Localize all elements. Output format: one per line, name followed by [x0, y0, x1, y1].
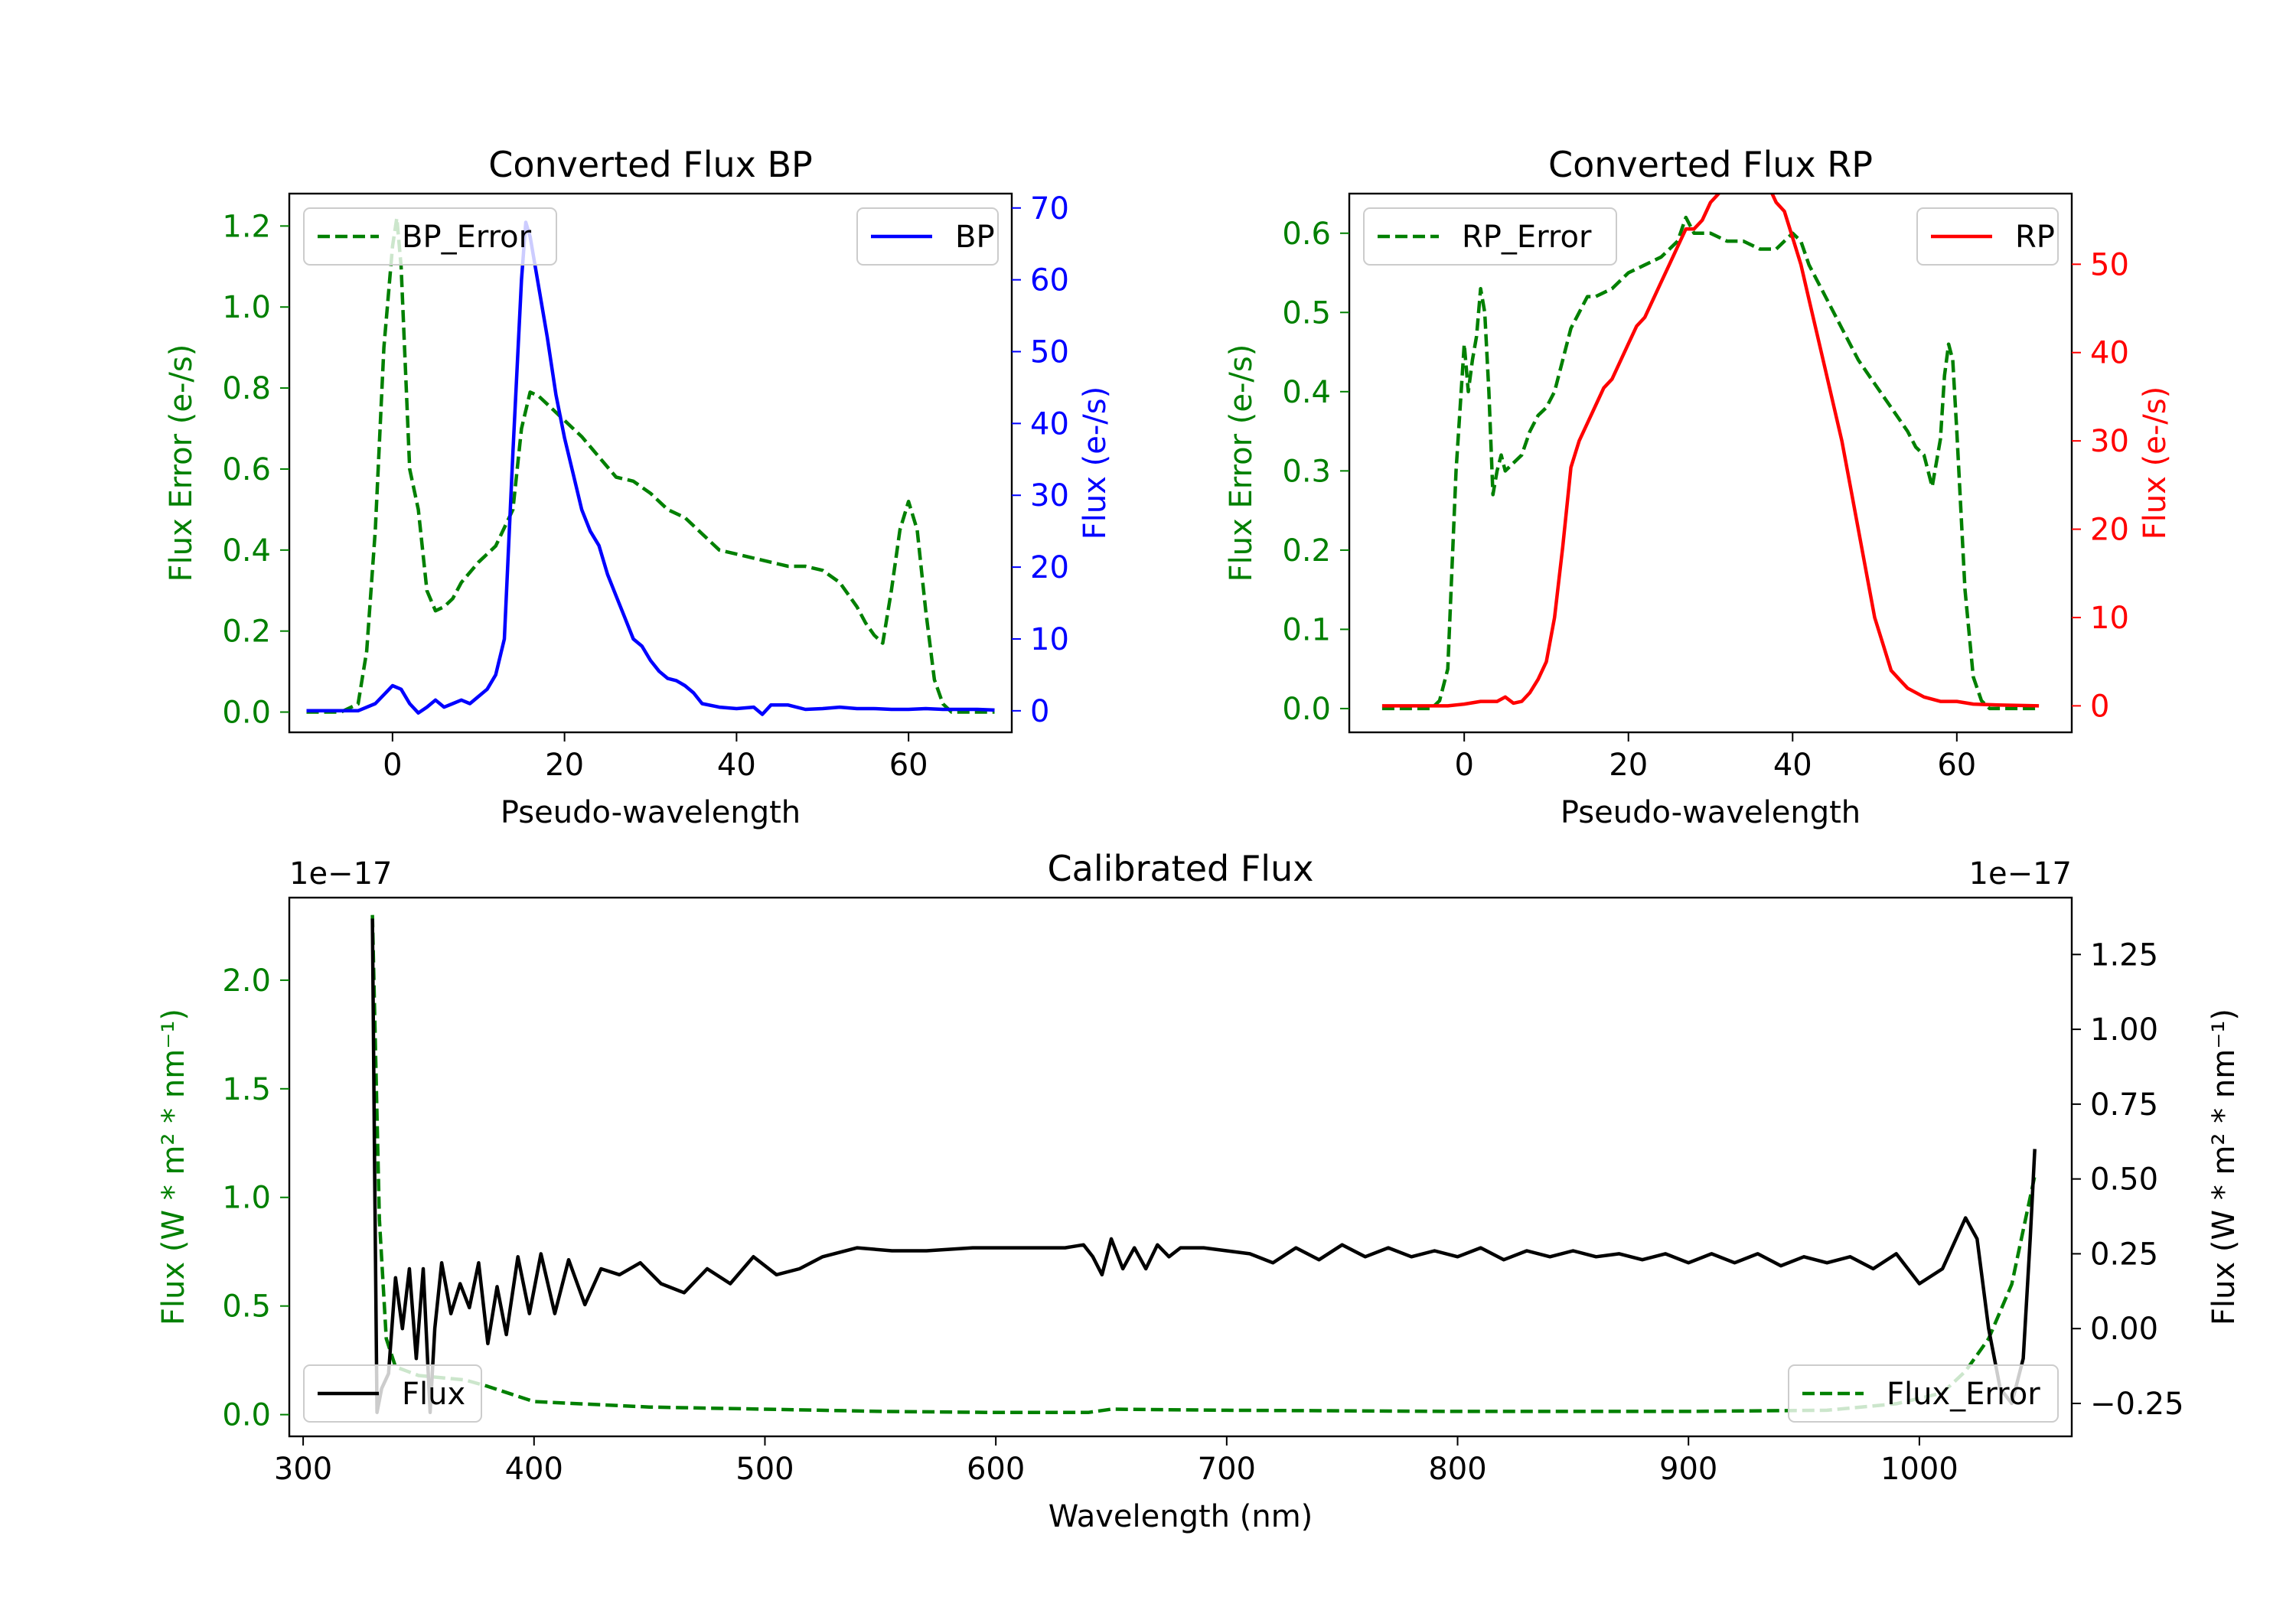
y-left-tick-label: 0.5	[1282, 295, 1331, 331]
x-tick-label: 1000	[1880, 1452, 1958, 1487]
y-left-tick-label: 1.2	[222, 209, 271, 244]
chart-bp: Converted Flux BP 0 20 40 60 Pseudo-wavelengt…	[164, 144, 1113, 830]
y-left-axis-label: Flux Error (e-/s)	[164, 344, 199, 582]
legend-label: Flux	[402, 1377, 465, 1412]
chart-title: Converted Flux BP	[488, 144, 813, 185]
y-left-tick-label: 0.2	[222, 614, 271, 650]
y-right-tick-label: 50	[1030, 335, 1069, 370]
x-tick-label: 300	[274, 1452, 332, 1487]
plot-frame	[288, 192, 1013, 734]
y-left-tick-label: 0.5	[222, 1289, 271, 1325]
y-left-tick-label: 0.4	[222, 533, 271, 569]
x-tick-label: 60	[1937, 748, 1976, 783]
legend-error: RP_Error	[1363, 207, 1617, 266]
y-right-tick-label: 0.75	[2090, 1087, 2158, 1123]
legend-box	[303, 207, 557, 266]
legend-box	[1788, 1364, 2059, 1423]
legend-label: RP	[2015, 220, 2055, 255]
series-bp-line	[306, 220, 995, 716]
y-right-tick-label: 0.25	[2090, 1237, 2158, 1272]
legend-label: Flux_Error	[1887, 1377, 2040, 1412]
y-left-tick-label: 0.6	[222, 452, 271, 487]
x-axis-label: Wavelength (nm)	[1049, 1499, 1313, 1534]
x-tick-label: 0	[383, 748, 402, 783]
series-flux-error-line	[370, 914, 2037, 1415]
y-left-tick-label: 0.4	[1282, 375, 1331, 410]
x-axis-label: Pseudo-wavelength	[501, 795, 801, 830]
y-right-tick-label: 10	[1030, 622, 1069, 657]
y-left-tick-label: 0.0	[1282, 692, 1331, 727]
x-tick-label: 900	[1659, 1452, 1717, 1487]
y-right-tick-label: 40	[2090, 336, 2129, 371]
y-right-tick-label: 70	[1030, 191, 1069, 227]
series-rp-line	[1381, 194, 2040, 708]
y-right-tick-label: 30	[1030, 478, 1069, 513]
legend-flux: Flux	[303, 1364, 482, 1423]
y-right-tick-label: 1.25	[2090, 937, 2158, 973]
x-tick-label: 600	[967, 1452, 1025, 1487]
y-left-tick-label: 2.0	[222, 963, 271, 999]
y-left-offset-label: 1e−17	[289, 856, 392, 892]
y-right-tick-label: 0	[1030, 694, 1049, 729]
legend-box	[303, 1364, 482, 1423]
x-tick-label: 0	[1454, 748, 1473, 783]
y-right-tick-label: 0.50	[2090, 1162, 2158, 1198]
legend-label: BP	[955, 220, 995, 255]
y-left-axis-label: Flux Error (e-/s)	[1224, 344, 1259, 582]
y-left-tick-label: 0.6	[1282, 217, 1331, 252]
x-tick-label: 800	[1428, 1452, 1486, 1487]
x-tick-label: 40	[1773, 748, 1812, 783]
x-tick-label: 500	[735, 1452, 794, 1487]
x-tick-label: 40	[717, 748, 756, 783]
legend-error: BP_Error	[303, 207, 557, 266]
y-right-tick-label: 30	[2090, 424, 2129, 459]
chart-calibrated: Calibrated Flux 300 400 500 600 700 800 900 1000…	[156, 848, 2242, 1534]
y-left-tick-label: 0.1	[1282, 612, 1331, 647]
x-tick-label: 700	[1198, 1452, 1256, 1487]
y-left-tick-label: 0.3	[1282, 454, 1331, 489]
x-axis-label: Pseudo-wavelength	[1561, 795, 1861, 830]
y-right-tick-label: 10	[2090, 601, 2129, 636]
y-right-tick-label: 0.00	[2090, 1312, 2158, 1347]
y-right-axis-label: Flux (e-/s)	[2138, 386, 2173, 539]
y-right-tick-label: 1.00	[2090, 1012, 2158, 1048]
series-bp-error-line	[306, 216, 995, 714]
chart-title: Calibrated Flux	[1048, 848, 1314, 889]
x-tick-label: 20	[1609, 748, 1648, 783]
x-tick-label: 60	[889, 748, 928, 783]
x-tick-label: 20	[545, 748, 584, 783]
series-rp-error-line	[1381, 215, 2040, 711]
y-right-tick-label: 20	[1030, 550, 1069, 585]
y-right-tick-label: 50	[2090, 247, 2129, 282]
legend-label: BP_Error	[402, 220, 532, 255]
legend-label: RP_Error	[1462, 220, 1592, 255]
y-left-tick-label: 0.2	[1282, 533, 1331, 569]
chart-rp: Converted Flux RP 0 20 40 60 Pseudo-wavelengt…	[1224, 144, 2173, 830]
y-right-tick-label: 0	[2090, 689, 2109, 724]
legend-flux: RP	[1916, 207, 2059, 266]
y-left-tick-label: 1.5	[222, 1072, 271, 1107]
plot-frame	[288, 896, 2073, 1438]
y-right-offset-label: 1e−17	[1969, 856, 2072, 892]
y-right-axis-label: Flux (e-/s)	[1078, 386, 1113, 539]
y-right-tick-label: 20	[2090, 513, 2129, 548]
y-left-tick-label: 0.0	[222, 696, 271, 731]
x-tick-label: 400	[505, 1452, 563, 1487]
y-left-tick-label: 1.0	[222, 290, 271, 325]
y-left-tick-label: 0.8	[222, 371, 271, 406]
y-left-tick-label: 1.0	[222, 1181, 271, 1216]
chart-title: Converted Flux RP	[1548, 144, 1873, 185]
y-left-axis-label: Flux (W * m² * nm⁻¹)	[156, 1009, 191, 1325]
y-right-tick-label: 40	[1030, 406, 1069, 442]
series-flux-line	[370, 918, 2037, 1414]
plot-frame	[1348, 192, 2073, 734]
y-right-tick-label: 60	[1030, 263, 1069, 298]
y-right-axis-label: Flux (W * m² * nm⁻¹)	[2206, 1009, 2242, 1325]
legend-flux: BP	[856, 207, 999, 266]
y-right-tick-label: −0.25	[2090, 1387, 2184, 1422]
legend-box	[1363, 207, 1617, 266]
legend-flux-error: Flux_Error	[1788, 1364, 2059, 1423]
y-left-tick-label: 0.0	[222, 1398, 271, 1433]
